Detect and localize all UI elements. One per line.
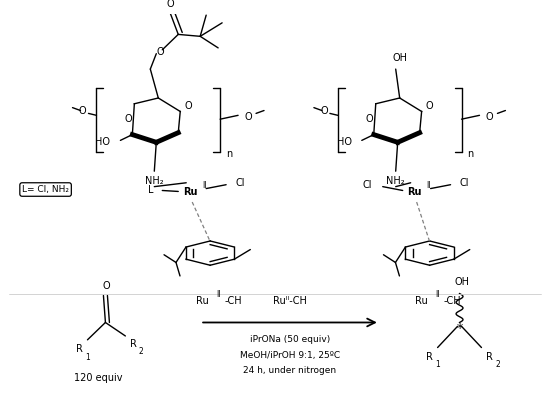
Text: O: O [426,101,433,111]
Text: Ruᴵᴵ-CH: Ruᴵᴵ-CH [273,296,307,306]
Text: 120 equiv: 120 equiv [74,373,123,383]
Text: n: n [226,149,232,159]
Text: -CH: -CH [224,296,242,306]
Text: Ru: Ru [196,296,208,306]
Text: *: * [456,322,463,335]
Text: 24 h, under nitrogen: 24 h, under nitrogen [244,366,337,375]
Text: R: R [426,352,433,362]
Text: NH₂: NH₂ [387,176,405,186]
Text: L= Cl, NH₂: L= Cl, NH₂ [22,185,69,194]
Text: Cl: Cl [362,180,371,190]
Text: O: O [244,112,252,122]
Text: O: O [79,107,86,116]
Text: O: O [124,114,132,124]
Text: II: II [436,290,440,299]
Text: HO: HO [95,137,111,147]
Text: 2: 2 [139,347,144,356]
Text: -CH: -CH [443,296,461,306]
Text: Cl: Cl [235,178,245,188]
Text: OH: OH [454,277,469,287]
Text: O: O [167,0,174,9]
Text: Ru: Ru [415,296,428,306]
Text: Cl: Cl [460,178,469,188]
Text: R: R [486,352,493,362]
Text: HO: HO [337,137,352,147]
Text: II: II [426,181,431,190]
Text: Ru: Ru [183,187,197,197]
Text: O: O [103,281,110,291]
Text: O: O [486,112,493,122]
Text: O: O [184,101,192,111]
Text: II: II [202,181,206,190]
Text: NH₂: NH₂ [145,176,163,186]
Text: 1: 1 [85,353,90,362]
Text: O: O [366,114,373,124]
Text: iPrONa (50 equiv): iPrONa (50 equiv) [250,335,330,344]
Text: R: R [76,344,83,354]
Text: 2: 2 [495,360,500,370]
Text: O: O [157,47,164,57]
Text: L: L [147,184,153,195]
Text: O: O [320,107,328,116]
Text: MeOH/iPrOH 9:1, 25ºC: MeOH/iPrOH 9:1, 25ºC [240,351,340,360]
Text: 1: 1 [435,360,440,370]
Text: OH: OH [392,53,407,63]
Text: R: R [130,339,137,349]
Text: Ru: Ru [408,187,422,197]
Text: n: n [468,149,474,159]
Text: II: II [216,290,221,299]
